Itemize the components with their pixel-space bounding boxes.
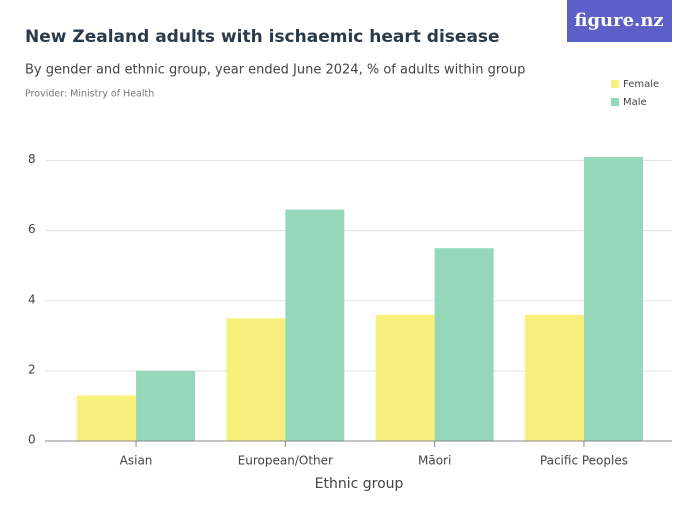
y-tick-label: 0 bbox=[28, 433, 36, 447]
bar bbox=[583, 157, 643, 441]
logo-box bbox=[567, 0, 672, 42]
y-tick-label: 6 bbox=[28, 222, 36, 236]
bar bbox=[285, 209, 345, 441]
legend-swatch bbox=[611, 98, 619, 106]
bar bbox=[524, 314, 584, 441]
x-axis-label: Ethnic group bbox=[315, 476, 404, 492]
y-tick-label: 2 bbox=[28, 362, 36, 376]
legend-label: Female bbox=[623, 79, 659, 90]
x-tick-label: Asian bbox=[120, 454, 153, 468]
bar bbox=[226, 318, 286, 441]
x-tick-label: Māori bbox=[418, 454, 451, 468]
legend-label: Male bbox=[623, 97, 647, 108]
bar bbox=[136, 370, 196, 441]
provider: Provider: Ministry of Health bbox=[25, 89, 154, 100]
legend-swatch bbox=[611, 80, 619, 88]
chart-title: New Zealand adults with ischaemic heart … bbox=[25, 27, 500, 47]
logo: figure.nz bbox=[574, 10, 663, 31]
chart-subtitle: By gender and ethnic group, year ended J… bbox=[25, 63, 525, 78]
x-tick-label: European/Other bbox=[238, 454, 333, 468]
y-tick-label: 4 bbox=[28, 292, 36, 306]
bar bbox=[77, 395, 137, 441]
y-tick-label: 8 bbox=[28, 152, 36, 166]
bar bbox=[434, 248, 494, 441]
bar bbox=[375, 314, 435, 441]
x-tick-label: Pacific Peoples bbox=[540, 454, 628, 468]
